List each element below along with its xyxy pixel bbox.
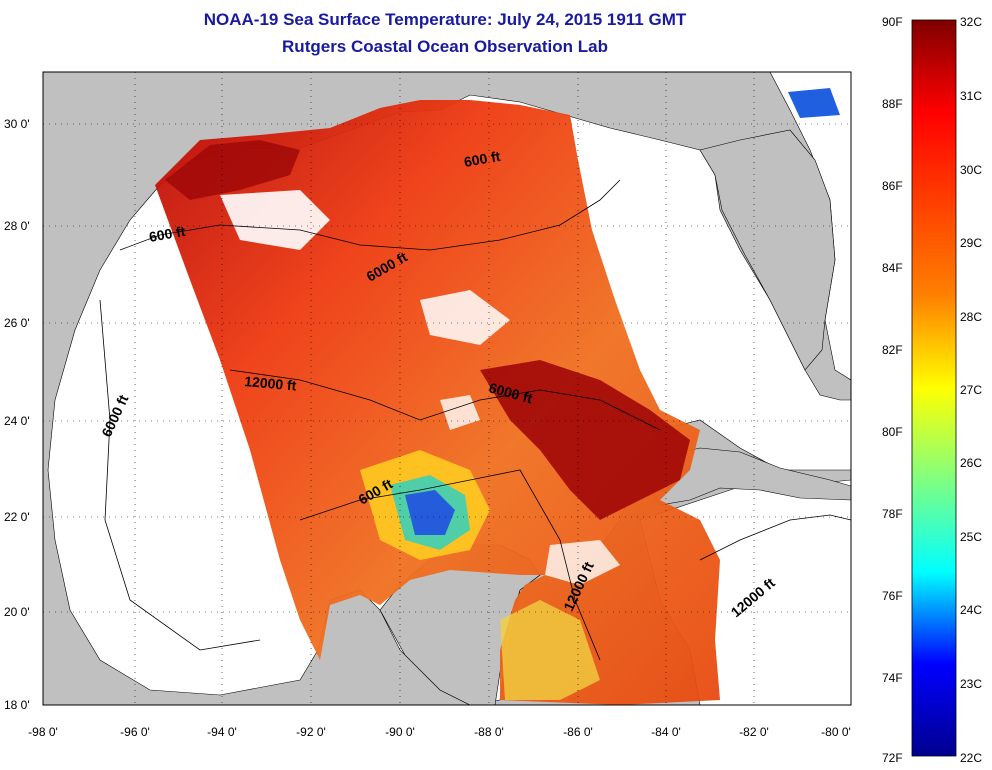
cloud-patch <box>545 540 620 585</box>
map-title: NOAA-19 Sea Surface Temperature: July 24… <box>203 10 687 29</box>
bathymetry-contour <box>299 469 601 661</box>
contour-label: 600 ft <box>463 148 502 170</box>
bathymetry-contour <box>99 299 261 651</box>
colorbar-f-label: 80F <box>882 425 903 439</box>
colorbar-f-label: 86F <box>882 179 903 193</box>
colorbar-c-label: 31C <box>960 89 982 103</box>
colorbar-f-label: 84F <box>882 261 903 275</box>
colorbar-f-label: 76F <box>882 589 903 603</box>
colorbar-c-labels: 32C 31C 30C 29C 28C 27C 26C 25C 24C 23C … <box>960 15 982 765</box>
colorbar-c-label: 23C <box>960 677 982 691</box>
lon-tick-label: -88 0' <box>474 725 504 739</box>
florida-land <box>699 129 836 371</box>
lat-tick-label: 30 0' <box>4 117 30 131</box>
colorbar-f-label: 90F <box>882 15 903 29</box>
map-area <box>43 72 851 705</box>
lon-tick-label: -82 0' <box>739 725 769 739</box>
sst-coldest <box>405 490 455 535</box>
colorbar-c-label: 32C <box>960 15 982 29</box>
colorbar-f-label: 82F <box>882 343 903 357</box>
contour-label: 12000 ft <box>244 373 298 394</box>
colorbar-c-label: 26C <box>960 456 982 470</box>
colorbar-f-label: 78F <box>882 507 903 521</box>
colorbar-c-label: 22C <box>960 751 982 765</box>
cloud-patch <box>220 190 330 250</box>
lon-tick-label: -98 0' <box>28 725 58 739</box>
sst-cool-south <box>500 600 600 700</box>
colorbar-c-label: 24C <box>960 603 982 617</box>
lon-tick-label: -94 0' <box>207 725 237 739</box>
colorbar-c-label: 27C <box>960 383 982 397</box>
colorbar-f-label: 74F <box>882 671 903 685</box>
contour-label: 600 ft <box>148 223 187 245</box>
lon-tick-label: -86 0' <box>563 725 593 739</box>
lat-tick-label: 26 0' <box>4 316 30 330</box>
cuba-land <box>639 447 851 506</box>
sst-warm-north <box>165 140 300 200</box>
colorbar-f-labels: 90F 88F 86F 84F 82F 80F 78F 76F 74F 72F <box>882 15 903 765</box>
colorbar <box>911 19 957 757</box>
map-frame <box>42 71 852 706</box>
lon-tick-label: -84 0' <box>651 725 681 739</box>
lat-tick-label: 24 0' <box>4 414 30 428</box>
colorbar-f-label: 88F <box>882 97 903 111</box>
colorbar-f-label: 72F <box>882 751 903 765</box>
sst-warm-core <box>480 360 690 520</box>
colorbar-c-label: 29C <box>960 236 982 250</box>
colorbar-c-label: 25C <box>960 530 982 544</box>
lat-tick-label: 28 0' <box>4 219 30 233</box>
colorbar-c-label: 30C <box>960 163 982 177</box>
map-subtitle: Rutgers Coastal Ocean Observation Lab <box>282 37 608 56</box>
lon-tick-label: -96 0' <box>120 725 150 739</box>
lon-tick-label: -80 0' <box>821 725 851 739</box>
bathymetry-contour <box>119 179 621 251</box>
bathymetry-contour <box>229 369 661 431</box>
lat-tick-label: 18 0' <box>4 698 30 712</box>
bathymetry-contour <box>699 514 851 561</box>
lon-tick-label: -90 0' <box>385 725 415 739</box>
lat-tick-label: 22 0' <box>4 510 30 524</box>
lat-tick-label: 20 0' <box>4 605 30 619</box>
colorbar-c-label: 28C <box>960 310 982 324</box>
lon-tick-label: -92 0' <box>296 725 326 739</box>
cloud-patch <box>420 290 510 345</box>
sst-atlantic-blue <box>788 88 840 118</box>
